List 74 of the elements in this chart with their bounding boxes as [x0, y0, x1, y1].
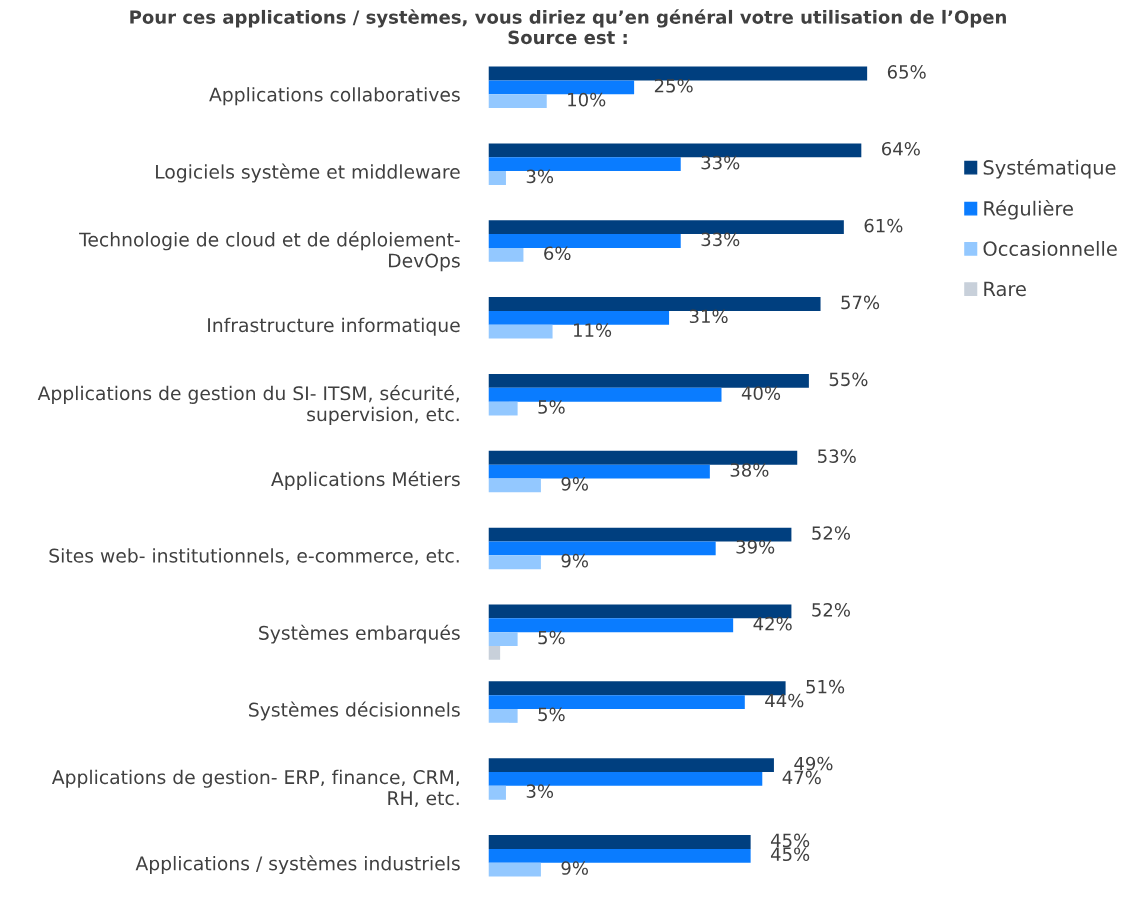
y-tick-label: Applications collaboratives [209, 87, 460, 106]
data-label: 5% [538, 630, 565, 645]
data-label: 52% [812, 603, 850, 617]
data-label: 42% [753, 616, 792, 631]
data-label: 31% [689, 309, 728, 324]
data-label: 49% [794, 756, 833, 771]
y-tick-label: Sites web- institutionnels, e-commerce, etc. [49, 548, 459, 565]
bar [488, 848, 751, 863]
data-label: 61% [864, 218, 903, 233]
legend-label: Rare [984, 281, 1026, 297]
data-label: 9% [561, 476, 588, 491]
data-label: 33% [701, 232, 740, 247]
bar [488, 478, 541, 493]
bar [488, 373, 809, 388]
legend-label: Systématique [983, 159, 1116, 179]
data-label: 9% [561, 861, 588, 875]
bar [488, 310, 670, 325]
bar [488, 555, 541, 570]
data-label: 64% [882, 141, 920, 156]
data-label: 25% [654, 78, 693, 93]
bar [488, 527, 792, 542]
data-label: 47% [782, 770, 821, 785]
bar [488, 785, 506, 800]
chart-title: Pour ces applications / systèmes, vous diriez qu’en général votre utilisation de l’Open Source est : [130, 9, 1006, 45]
bar [488, 772, 763, 786]
data-label: 57% [841, 295, 880, 310]
data-label: 45% [770, 847, 810, 862]
y-tick-label: Systèmes embarqués [259, 624, 460, 644]
y-tick-label: Logiciels système et middleware [156, 163, 460, 183]
bar [488, 401, 518, 416]
bar [488, 66, 868, 81]
data-label: 44% [765, 693, 804, 708]
bar [488, 709, 518, 723]
data-label: 39% [736, 539, 775, 554]
bar [488, 324, 553, 339]
data-label: 5% [538, 400, 565, 414]
data-label: 9% [561, 553, 588, 568]
bar [488, 450, 798, 465]
y-tick-label: Systèmes décisionnels [249, 701, 460, 721]
bar [488, 464, 710, 479]
data-label: 52% [812, 526, 850, 540]
data-label: 6% [544, 246, 571, 261]
y-tick-label: Applications / systèmes industriels [135, 855, 460, 875]
bar [488, 646, 501, 660]
y-tick-label: Technologie de cloud et de déploiement- DevOps [79, 231, 460, 272]
bar [488, 297, 821, 311]
bar [488, 234, 681, 248]
bar [488, 862, 541, 877]
bar [488, 835, 751, 849]
data-label: 51% [806, 679, 845, 694]
bar [488, 632, 518, 647]
legend-label: Régulière [984, 199, 1073, 220]
y-tick-label: Infrastructure informatique [208, 317, 460, 336]
data-label: 5% [538, 707, 565, 722]
bar [488, 94, 547, 109]
legend-label: Occasionnelle [983, 240, 1117, 257]
bar [488, 171, 506, 185]
data-label: 55% [829, 372, 868, 387]
data-label: 38% [730, 463, 769, 477]
data-label: 3% [526, 169, 554, 184]
bar [488, 247, 524, 262]
bar [488, 758, 774, 773]
data-label: 10% [568, 92, 606, 107]
data-label: 53% [818, 449, 856, 463]
y-tick-label: Applications Métiers [271, 470, 460, 490]
bar [488, 387, 722, 402]
data-label: 45% [770, 833, 810, 848]
data-label: 11% [573, 323, 612, 337]
y-tick-label: Applications de gestion- ERP, finance, CRM, RH, etc. [51, 769, 459, 808]
data-label: 3% [526, 784, 554, 799]
y-tick-label: Applications de gestion du SI- ITSM, sécurité, supervision, etc. [37, 385, 459, 425]
data-label: 33% [701, 155, 740, 170]
data-label: 65% [887, 65, 926, 79]
data-label: 40% [741, 386, 781, 400]
